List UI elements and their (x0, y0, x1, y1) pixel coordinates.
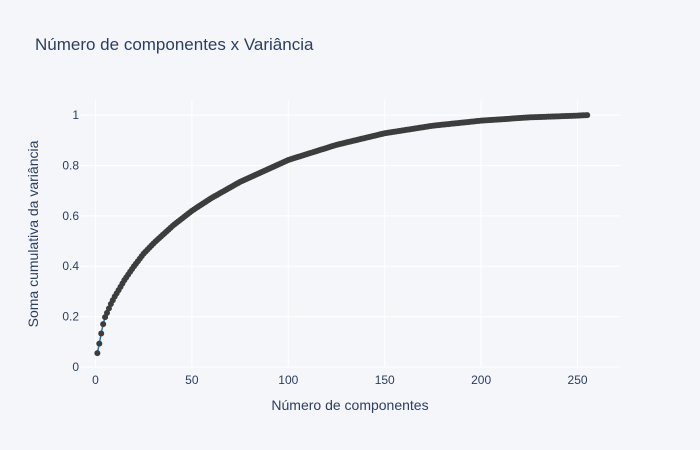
chart-title: Número de componentes x Variância (35, 35, 314, 54)
x-axis-ticks: 0 50 100 150 200 250 (92, 373, 588, 387)
y-tick-label: 0.2 (62, 310, 79, 324)
y-axis-label: Soma cumulativa da variância (25, 140, 41, 327)
y-tick-label: 0.8 (62, 158, 79, 172)
y-tick-label: 0 (72, 360, 79, 374)
data-point (96, 340, 103, 347)
y-tick-label: 0.4 (62, 259, 79, 273)
x-tick-label: 0 (92, 373, 99, 387)
data-point (98, 330, 105, 337)
x-tick-label: 150 (375, 373, 395, 387)
y-axis-ticks: 0 0.2 0.4 0.6 0.8 1 (62, 108, 79, 374)
x-axis-label: Número de componentes (271, 397, 428, 413)
data-point (94, 350, 101, 357)
y-tick-label: 0.6 (62, 209, 79, 223)
x-tick-label: 250 (568, 373, 588, 387)
gridlines (80, 100, 620, 368)
data-point (584, 112, 591, 119)
x-tick-label: 200 (471, 373, 491, 387)
y-tick-label: 1 (72, 108, 79, 122)
data-point (100, 321, 107, 328)
x-tick-label: 50 (185, 373, 199, 387)
data-points (94, 112, 591, 357)
x-tick-label: 100 (278, 373, 298, 387)
